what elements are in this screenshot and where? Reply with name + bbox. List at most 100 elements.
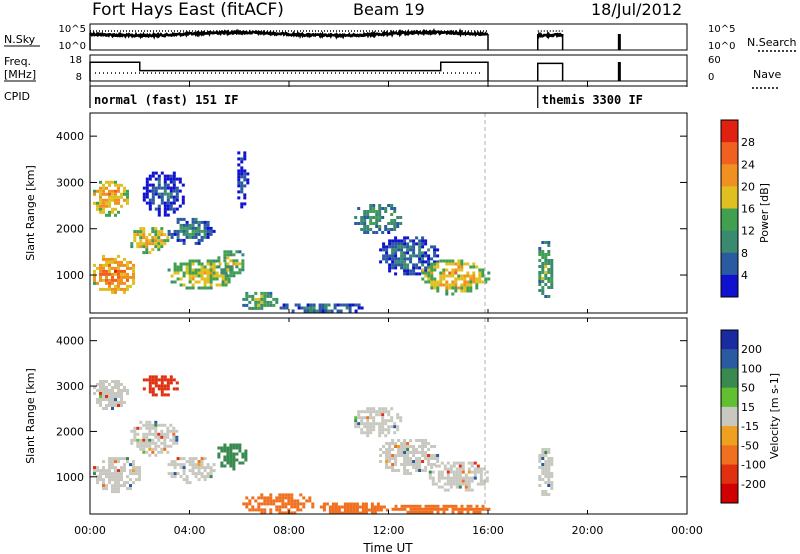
data-cell xyxy=(179,268,183,272)
data-cell xyxy=(547,244,551,247)
data-cell xyxy=(541,457,545,460)
data-cell xyxy=(349,511,353,515)
data-cell xyxy=(470,461,474,465)
freq-strip: 18 8 60 0 xyxy=(69,54,721,83)
data-cell xyxy=(370,505,374,509)
data-cell xyxy=(148,233,152,237)
data-cell xyxy=(378,228,382,231)
data-cell xyxy=(96,475,99,479)
data-cell xyxy=(111,457,114,461)
data-cell xyxy=(343,508,347,512)
data-cell xyxy=(194,217,198,221)
data-cell xyxy=(120,192,123,196)
data-cell xyxy=(424,271,428,275)
velocity-colorbar-swatch-5 xyxy=(721,426,738,446)
data-cell xyxy=(372,422,376,426)
data-cell xyxy=(454,280,458,284)
data-cell xyxy=(151,195,155,199)
data-cell xyxy=(445,289,449,293)
data-cell xyxy=(114,257,117,261)
data-cell xyxy=(194,259,198,263)
data-cell xyxy=(369,410,373,414)
data-cell xyxy=(163,192,167,196)
data-cell xyxy=(93,275,96,279)
data-cell xyxy=(129,484,132,488)
data-cell xyxy=(117,395,120,398)
data-cell xyxy=(464,473,468,477)
data-cell xyxy=(120,457,123,461)
data-cell xyxy=(114,380,117,383)
data-cell xyxy=(463,507,467,511)
power-colorbar-tick-1: 8 xyxy=(741,247,748,260)
data-cell xyxy=(442,504,446,508)
data-cell xyxy=(185,265,189,269)
data-cell xyxy=(203,457,207,461)
data-cell xyxy=(120,395,123,398)
data-cell xyxy=(182,229,186,233)
data-cell xyxy=(151,423,155,427)
data-cell xyxy=(188,259,192,263)
data-cell xyxy=(360,419,364,423)
data-cell xyxy=(232,464,236,468)
data-cell xyxy=(487,277,491,281)
data-cell xyxy=(290,496,294,500)
data-cell xyxy=(384,228,388,231)
data-cell xyxy=(381,216,385,219)
data-cell xyxy=(433,265,437,269)
data-cell xyxy=(431,470,435,474)
data-cell xyxy=(163,447,167,451)
data-cell xyxy=(452,473,456,477)
data-cell xyxy=(403,251,407,255)
data-region-9 xyxy=(379,439,440,475)
data-cell xyxy=(363,431,367,435)
data-cell xyxy=(114,472,117,476)
data-cell xyxy=(370,511,374,515)
data-cell xyxy=(472,507,476,511)
data-cell xyxy=(339,303,343,307)
data-cell xyxy=(433,280,437,284)
data-cell xyxy=(357,425,361,429)
data-cell xyxy=(403,245,407,249)
data-cell xyxy=(120,466,123,470)
data-cell xyxy=(269,508,273,512)
data-cell xyxy=(240,181,244,185)
data-cell xyxy=(421,268,425,272)
data-cell xyxy=(206,232,210,236)
data-cell xyxy=(223,449,227,453)
data-cell xyxy=(229,449,233,453)
data-cell xyxy=(173,265,177,269)
data-cell xyxy=(163,180,167,184)
data-cell xyxy=(175,195,179,199)
x-axis-label: Time UT xyxy=(362,541,413,554)
data-cell xyxy=(451,259,455,263)
data-cell xyxy=(133,230,137,234)
data-cell xyxy=(248,502,252,506)
data-cell xyxy=(384,419,388,423)
data-cell xyxy=(257,505,261,509)
data-cell xyxy=(430,283,434,287)
velocity-colorbar-swatch-6 xyxy=(721,445,738,466)
data-cell xyxy=(369,216,373,219)
data-cell xyxy=(102,272,105,276)
data-cell xyxy=(357,422,361,426)
data-cell xyxy=(197,280,201,284)
data-cell xyxy=(472,277,476,281)
data-cell xyxy=(117,210,120,214)
data-cell xyxy=(424,451,428,454)
xtick-label-5: 20:00 xyxy=(572,524,604,537)
data-cell xyxy=(372,407,376,411)
data-cell xyxy=(424,457,428,460)
data-cell xyxy=(544,454,548,457)
data-cell xyxy=(123,281,126,285)
data-cell xyxy=(406,448,410,451)
power-colorbar-swatch-7 xyxy=(721,274,738,298)
freq-tick-bottom: 8 xyxy=(76,72,82,83)
data-cell xyxy=(245,294,249,298)
data-cell xyxy=(176,265,180,269)
data-cell xyxy=(381,410,385,414)
data-cell xyxy=(394,442,398,445)
data-cell xyxy=(400,442,404,445)
data-cell xyxy=(117,380,120,383)
data-cell xyxy=(117,457,120,461)
